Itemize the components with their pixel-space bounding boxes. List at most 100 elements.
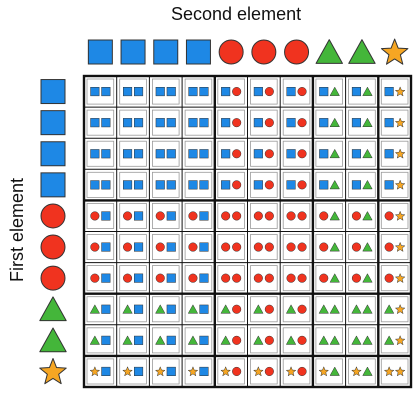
pair-cell [380,109,409,136]
pair-cell-box [348,358,376,385]
square-icon [90,118,100,128]
pair-cell [315,140,343,167]
second-element-square-icon [185,39,211,65]
pair-cell-box [348,327,376,354]
circle-icon [297,242,307,252]
star-icon [286,366,297,377]
pair-cell [86,171,115,198]
square-icon [101,149,111,159]
square-icon [123,118,133,128]
pair-cell-box [119,327,147,354]
circle-icon [297,366,307,377]
circle-icon [319,211,329,221]
pair-cell [250,140,278,167]
square-icon [188,180,198,190]
triangle-icon [329,273,340,283]
star-icon [395,148,406,159]
circle-icon [232,149,242,159]
circle-icon [264,242,274,252]
pair-cell [250,265,278,292]
pair-cell [380,296,409,323]
circle-icon [351,273,362,283]
square-icon [221,118,231,128]
pair-cell-box [315,296,343,323]
circle-icon [286,211,296,221]
pair-cell [119,234,147,261]
circle-icon [319,273,329,283]
pair-cell-box [380,296,409,323]
square-icon [351,180,361,190]
second-element-title: Second element [171,4,302,24]
star-icon [395,366,406,377]
second-element-square-icon [87,39,113,65]
pair-cell [184,171,213,198]
circle-icon [232,273,242,283]
star-icon [351,366,362,377]
square-icon [384,118,394,128]
square-icon [166,149,176,159]
triangle-icon [351,335,362,345]
triangle-icon [329,335,340,345]
square-icon [101,242,111,252]
pair-cell [151,171,180,198]
pair-cell [184,327,213,354]
pair-cell [250,109,278,136]
circle-icon [264,304,274,314]
circle-icon [188,211,198,221]
pair-cell [348,296,376,323]
circle-icon [155,273,165,283]
circle-icon [232,335,242,345]
pair-cell [184,140,213,167]
triangle-icon [362,242,373,252]
square-icon [199,149,209,159]
pair-cell [315,296,343,323]
square-icon [155,149,165,159]
circle-icon [232,366,242,377]
first-element-triangle-icon [39,327,67,353]
triangle-icon [362,149,373,159]
circle-icon [286,273,296,283]
star-icon [384,366,395,377]
pair-cell [184,358,213,385]
pair-cell [119,171,147,198]
square-icon [166,118,176,128]
square-icon [199,242,209,252]
square-icon [286,87,296,97]
pair-cell [282,202,311,229]
pair-cell [380,171,409,198]
square-icon [134,118,144,128]
square-icon [166,180,176,190]
second-element-star-icon [380,38,409,65]
circle-icon [253,273,263,283]
square-icon [166,242,176,252]
circle-icon [384,242,394,252]
circle-icon [264,87,274,97]
circle-icon [264,273,274,283]
square-icon [134,87,144,97]
circle-icon [297,118,307,128]
pair-cell [217,234,245,261]
second-element-square-icon [120,39,146,65]
square-icon [166,273,176,283]
star-icon [395,273,406,283]
circle-icon [384,273,394,283]
circle-icon [297,335,307,345]
square-icon [199,180,209,190]
triangle-icon [286,304,297,314]
circle-icon [123,211,133,221]
pair-cell [217,202,245,229]
pair-cell [151,109,180,136]
first-element-triangle-icon [39,296,67,322]
square-icon [101,118,111,128]
pair-cell [315,358,343,385]
circle-icon [221,273,231,283]
circle-icon [384,211,394,221]
pair-cell [119,78,147,105]
triangle-icon [362,211,373,221]
pair-cell [348,78,376,105]
pair-cell [282,140,311,167]
star-icon [395,335,406,345]
second-element-headers [87,38,409,65]
pair-cell [184,202,213,229]
